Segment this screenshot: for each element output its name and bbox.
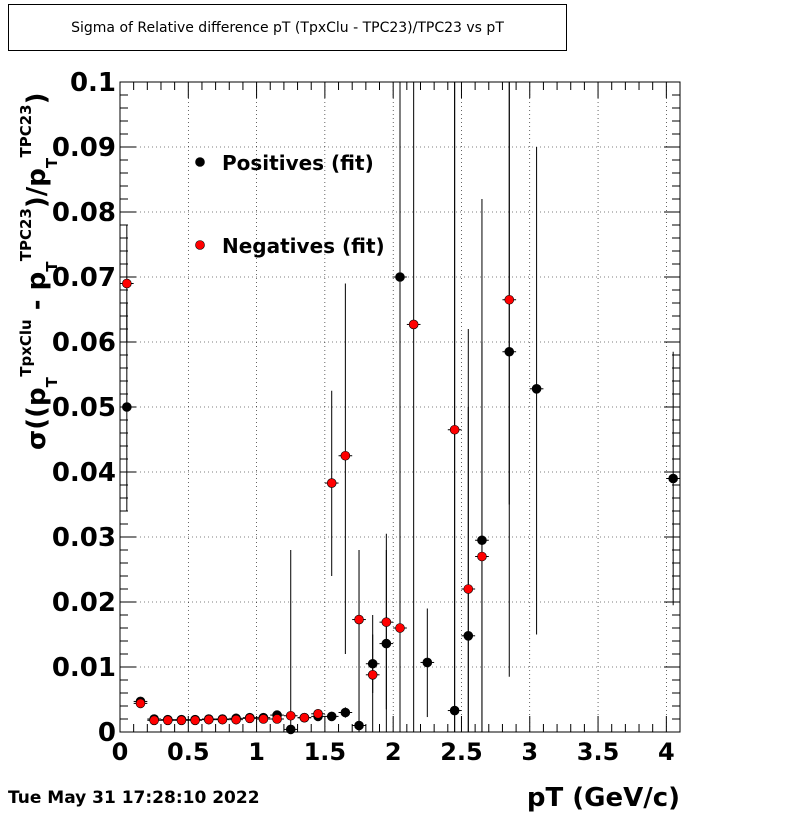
- chart-title-box: Sigma of Relative difference pT (TpxClu …: [8, 4, 567, 51]
- positives-marker: [422, 657, 433, 668]
- legend-marker: [195, 240, 205, 250]
- negatives-marker: [354, 614, 364, 625]
- y-tick-label: 0.01: [52, 653, 116, 683]
- negatives-marker: [504, 294, 515, 305]
- svg-text:σ((pTTpxClu - pTTPC23)/pTTPC23: σ((pTTpxClu - pTTPC23)/pTTPC23): [17, 93, 61, 450]
- x-tick-label: 4: [658, 738, 675, 766]
- negatives-marker: [203, 714, 214, 725]
- x-tick-label: 0: [112, 738, 129, 766]
- legend-label: Positives (fit): [222, 151, 374, 175]
- negatives-marker: [122, 278, 132, 289]
- negatives-marker: [176, 715, 187, 726]
- positives-marker: [531, 383, 542, 394]
- y-tick-label: 0.05: [52, 393, 116, 423]
- x-tick-label: 0.5: [167, 738, 210, 766]
- negatives-marker: [313, 708, 323, 719]
- x-tick-label: 2.5: [440, 738, 483, 766]
- y-tick-label: 0.08: [52, 198, 116, 228]
- positives-marker: [326, 711, 337, 722]
- negatives-marker: [299, 712, 310, 723]
- positives-marker: [122, 402, 132, 412]
- x-tick-label: 3.5: [577, 738, 620, 766]
- negatives-marker: [190, 715, 200, 726]
- chart-title: Sigma of Relative difference pT (TpxClu …: [71, 19, 504, 36]
- negatives-marker: [449, 424, 460, 435]
- negatives-marker: [340, 450, 351, 461]
- negatives-marker: [163, 715, 173, 726]
- negatives-marker: [395, 623, 405, 633]
- y-tick-label: 0.06: [52, 328, 116, 358]
- x-tick-label: 1.5: [304, 738, 347, 766]
- x-tick-label: 2: [385, 738, 402, 766]
- y-tick-label: 0.03: [52, 523, 116, 553]
- date-stamp: Tue May 31 17:28:10 2022: [8, 788, 260, 808]
- negatives-marker: [244, 713, 255, 724]
- negatives-marker: [135, 698, 146, 709]
- x-tick-label: 3: [521, 738, 538, 766]
- legend-marker: [195, 157, 205, 167]
- negatives-marker: [272, 714, 282, 724]
- x-tick-label: 1: [248, 738, 265, 766]
- negatives-marker: [408, 319, 419, 330]
- y-tick-label: 0.04: [52, 458, 116, 488]
- positives-marker: [285, 724, 296, 735]
- negatives-marker: [367, 669, 378, 680]
- negatives-marker: [149, 715, 159, 726]
- x-axis-label: pT (GeV/c): [527, 783, 680, 813]
- y-tick-label: 0.1: [70, 68, 116, 98]
- positives-marker: [340, 707, 351, 718]
- y-tick-label: 0.07: [52, 263, 116, 293]
- negatives-marker: [326, 478, 337, 488]
- y-tick-label: 0.02: [52, 588, 116, 618]
- y-tick-label: 0: [98, 718, 116, 748]
- negatives-marker: [477, 551, 487, 562]
- negatives-marker: [217, 714, 228, 725]
- negatives-marker: [285, 710, 296, 721]
- negatives-marker: [258, 714, 269, 724]
- positives-marker: [668, 473, 678, 484]
- negatives-marker: [463, 584, 474, 594]
- legend-label: Negatives (fit): [222, 234, 385, 258]
- y-axis-label: σ((pTTpxClu - pTTPC23)/pTTPC23): [17, 93, 61, 450]
- negatives-marker: [381, 617, 392, 627]
- y-tick-label: 0.09: [52, 133, 116, 163]
- negatives-marker: [231, 714, 241, 725]
